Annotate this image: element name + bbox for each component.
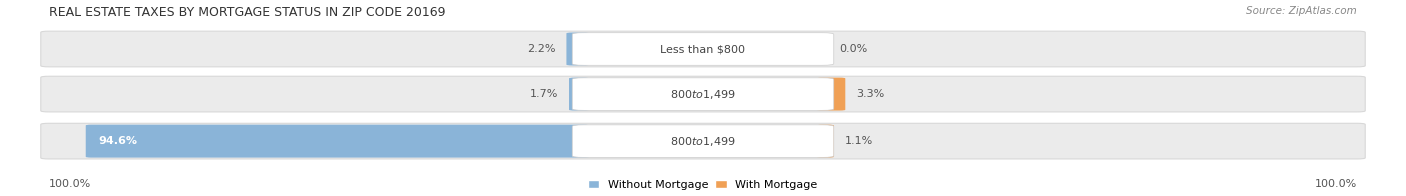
FancyBboxPatch shape [86,125,589,158]
FancyBboxPatch shape [572,78,834,110]
Text: Less than $800: Less than $800 [661,44,745,54]
FancyBboxPatch shape [569,78,589,111]
Text: 1.7%: 1.7% [530,89,558,99]
FancyBboxPatch shape [41,76,1365,112]
Text: 3.3%: 3.3% [856,89,884,99]
Text: $800 to $1,499: $800 to $1,499 [671,135,735,148]
Text: 2.2%: 2.2% [527,44,555,54]
FancyBboxPatch shape [41,31,1365,67]
Text: REAL ESTATE TAXES BY MORTGAGE STATUS IN ZIP CODE 20169: REAL ESTATE TAXES BY MORTGAGE STATUS IN … [49,6,446,19]
Legend: Without Mortgage, With Mortgage: Without Mortgage, With Mortgage [583,175,823,194]
FancyBboxPatch shape [572,125,834,157]
FancyBboxPatch shape [817,125,834,158]
Text: Source: ZipAtlas.com: Source: ZipAtlas.com [1246,6,1357,16]
FancyBboxPatch shape [567,33,589,65]
Text: 1.1%: 1.1% [845,136,873,146]
Text: 94.6%: 94.6% [98,136,138,146]
FancyBboxPatch shape [41,123,1365,159]
Text: 100.0%: 100.0% [49,179,91,189]
Text: $800 to $1,499: $800 to $1,499 [671,88,735,101]
Text: 100.0%: 100.0% [1315,179,1357,189]
FancyBboxPatch shape [572,33,834,65]
Text: 0.0%: 0.0% [839,44,868,54]
FancyBboxPatch shape [817,78,845,111]
